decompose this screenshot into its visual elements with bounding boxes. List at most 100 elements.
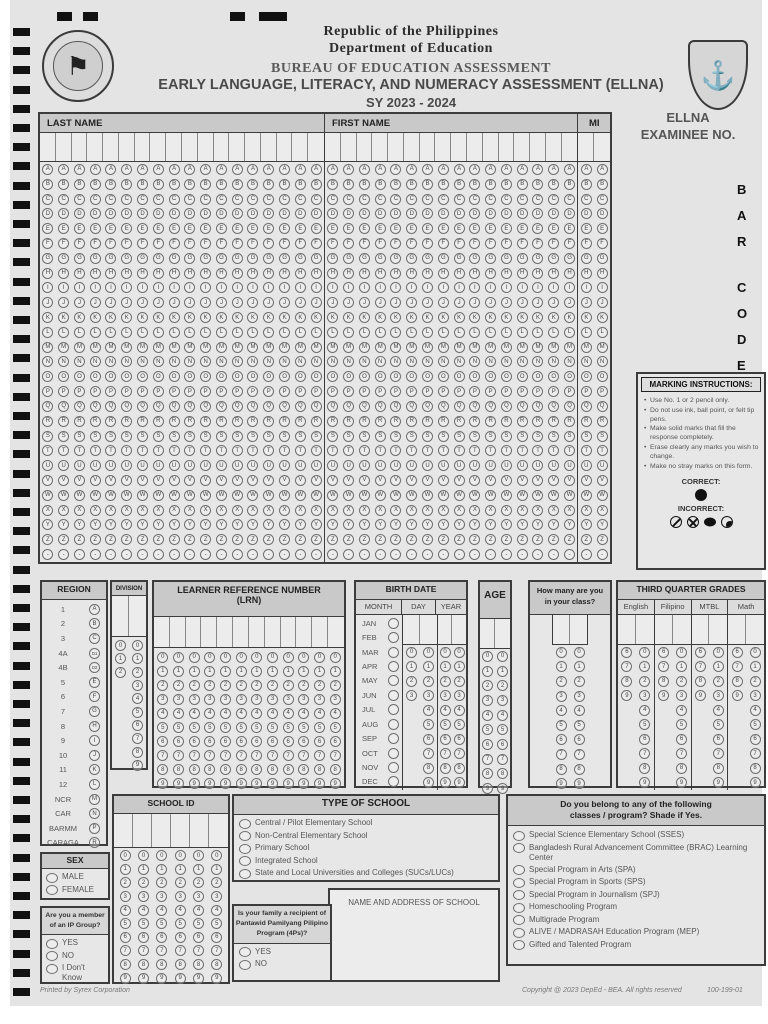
name-letter-bubble[interactable]: E	[532, 223, 544, 235]
name-letter-bubble[interactable]: Y	[200, 519, 212, 531]
school-id-bubble[interactable]: 4	[192, 904, 204, 916]
school-id-bubble[interactable]: 6	[174, 931, 186, 943]
name-letter-bubble[interactable]: K	[453, 312, 465, 324]
name-letter-bubble[interactable]: T	[437, 445, 449, 457]
name-write-box[interactable]	[214, 133, 230, 161]
day-bubble[interactable]: 9	[423, 777, 434, 789]
name-letter-bubble[interactable]: I	[374, 282, 386, 294]
name-letter-bubble[interactable]: Z	[500, 534, 512, 546]
lrn-write-box[interactable]	[281, 617, 297, 647]
lrn-bubble[interactable]: 0	[266, 651, 278, 663]
name-letter-bubble[interactable]: J	[422, 297, 434, 309]
school-id-bubble[interactable]: 9	[156, 972, 168, 984]
name-letter-bubble[interactable]: T	[152, 445, 164, 457]
school-id-bubble[interactable]: 9	[119, 972, 131, 984]
name-letter-bubble[interactable]: K	[532, 312, 544, 324]
name-letter-bubble[interactable]: A	[58, 163, 70, 175]
name-letter-bubble[interactable]: T	[580, 445, 592, 457]
name-letter-bubble[interactable]: O	[42, 371, 54, 383]
name-letter-bubble[interactable]: W	[58, 489, 70, 501]
grade-bubble[interactable]: 0	[749, 646, 761, 658]
name-letter-bubble[interactable]: N	[564, 356, 576, 368]
name-letter-bubble[interactable]: B	[263, 178, 275, 190]
lrn-bubble[interactable]: 1	[172, 665, 184, 677]
name-letter-bubble[interactable]: J	[532, 297, 544, 309]
year-bubble[interactable]: 8	[439, 762, 451, 774]
name-letter-bubble[interactable]: Y	[73, 519, 85, 531]
name-letter-bubble[interactable]: P	[279, 386, 291, 398]
school-id-bubble[interactable]: 3	[174, 891, 186, 903]
name-letter-bubble[interactable]: J	[263, 297, 275, 309]
day-bubble[interactable]: 2	[423, 675, 434, 687]
name-letter-bubble[interactable]: S	[168, 430, 180, 442]
name-letter-bubble[interactable]: P	[184, 386, 196, 398]
grade-bubble[interactable]: 7	[658, 661, 670, 673]
lrn-bubble[interactable]: 7	[157, 750, 169, 762]
name-letter-bubble[interactable]: U	[294, 460, 306, 472]
name-letter-bubble[interactable]: -	[453, 549, 465, 561]
day-bubble[interactable]: 0	[406, 646, 417, 658]
name-letter-bubble[interactable]: R	[263, 415, 275, 427]
name-letter-bubble[interactable]: Z	[294, 534, 306, 546]
name-letter-bubble[interactable]: R	[184, 415, 196, 427]
name-letter-bubble[interactable]: M	[453, 341, 465, 353]
name-letter-bubble[interactable]: G	[137, 252, 149, 264]
lrn-bubble[interactable]: 7	[298, 750, 310, 762]
name-letter-bubble[interactable]: F	[310, 237, 322, 249]
name-letter-bubble[interactable]: -	[422, 549, 434, 561]
name-letter-bubble[interactable]: Y	[532, 519, 544, 531]
name-letter-bubble[interactable]: E	[168, 223, 180, 235]
name-letter-bubble[interactable]: W	[358, 489, 370, 501]
name-letter-bubble[interactable]: W	[437, 489, 449, 501]
name-letter-bubble[interactable]: U	[564, 460, 576, 472]
grade-bubble[interactable]: 9	[639, 777, 651, 789]
lrn-bubble[interactable]: 7	[172, 750, 184, 762]
name-letter-bubble[interactable]: -	[247, 549, 259, 561]
name-letter-bubble[interactable]: W	[168, 489, 180, 501]
name-letter-bubble[interactable]: Q	[500, 400, 512, 412]
lrn-bubble[interactable]: 1	[235, 665, 247, 677]
name-letter-bubble[interactable]: K	[200, 312, 212, 324]
name-letter-bubble[interactable]: U	[42, 460, 54, 472]
name-letter-bubble[interactable]: U	[310, 460, 322, 472]
name-letter-bubble[interactable]: L	[42, 326, 54, 338]
name-letter-bubble[interactable]: H	[406, 267, 418, 279]
name-letter-bubble[interactable]: Y	[137, 519, 149, 531]
name-letter-bubble[interactable]: R	[548, 415, 560, 427]
name-letter-bubble[interactable]: D	[200, 208, 212, 220]
name-letter-bubble[interactable]: Z	[453, 534, 465, 546]
name-letter-bubble[interactable]: L	[89, 326, 101, 338]
name-letter-bubble[interactable]: X	[596, 504, 608, 516]
name-letter-bubble[interactable]: T	[453, 445, 465, 457]
name-letter-bubble[interactable]: Y	[453, 519, 465, 531]
school-id-bubble[interactable]: 2	[211, 877, 223, 889]
name-letter-bubble[interactable]: A	[73, 163, 85, 175]
grade-bubble[interactable]: 3	[676, 690, 688, 702]
name-letter-bubble[interactable]: Q	[390, 400, 402, 412]
name-letter-bubble[interactable]: B	[406, 178, 418, 190]
name-letter-bubble[interactable]: F	[564, 237, 576, 249]
name-letter-bubble[interactable]: D	[343, 208, 355, 220]
name-letter-bubble[interactable]: J	[516, 297, 528, 309]
name-letter-bubble[interactable]: H	[58, 267, 70, 279]
month-bubble[interactable]	[388, 747, 399, 759]
name-letter-bubble[interactable]: D	[58, 208, 70, 220]
name-letter-bubble[interactable]: A	[437, 163, 449, 175]
lrn-bubble[interactable]: 7	[313, 750, 325, 762]
name-letter-bubble[interactable]: G	[437, 252, 449, 264]
name-letter-bubble[interactable]: Y	[580, 519, 592, 531]
name-letter-bubble[interactable]: S	[294, 430, 306, 442]
region-bubble[interactable]: N	[89, 808, 100, 820]
grade-bubble[interactable]: 8	[658, 675, 670, 687]
name-letter-bubble[interactable]: V	[500, 474, 512, 486]
name-write-box[interactable]	[578, 133, 595, 161]
name-letter-bubble[interactable]: D	[263, 208, 275, 220]
name-letter-bubble[interactable]: C	[184, 193, 196, 205]
name-letter-bubble[interactable]: W	[516, 489, 528, 501]
lrn-bubble[interactable]: 6	[219, 736, 231, 748]
lrn-bubble[interactable]: 4	[313, 707, 325, 719]
name-letter-bubble[interactable]: E	[548, 223, 560, 235]
name-letter-bubble[interactable]: I	[580, 282, 592, 294]
name-letter-bubble[interactable]: R	[564, 415, 576, 427]
name-letter-bubble[interactable]: Z	[200, 534, 212, 546]
